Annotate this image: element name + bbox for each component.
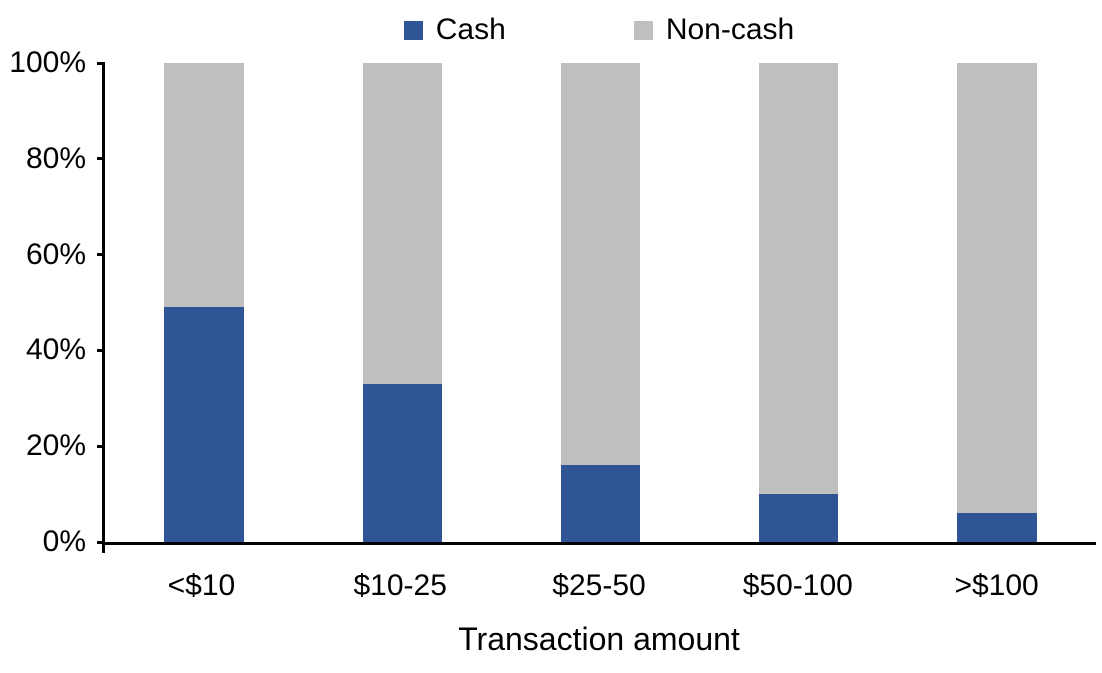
bar-segment-cash--100 [957, 513, 1037, 542]
bar-segment-non-cash--25-50 [560, 63, 641, 466]
y-tick-mark-60 [97, 253, 105, 257]
y-axis-tick-labels: 0% 20% 40% 60% 80% 100% [0, 48, 86, 557]
x-axis-tick-labels: <$10 $10-25 $25-50 $50-100 >$100 [102, 570, 1096, 602]
y-tick-mark-0 [97, 540, 105, 544]
y-tick-mark-80 [97, 157, 105, 161]
legend: Cash Non-cash [102, 13, 1096, 47]
stacked-bar--25-50 [560, 63, 641, 542]
legend-swatch-non-cash [633, 20, 653, 40]
bar-slot--25-50 [501, 63, 699, 542]
x-axis-title: Transaction amount [458, 621, 740, 657]
plot-area [97, 61, 1096, 553]
stacked-bar--10 [164, 63, 244, 542]
bar-slot--10 [105, 63, 303, 542]
bar-slot--50-100 [700, 63, 898, 542]
legend-item-non-cash: Non-cash [633, 13, 795, 47]
x-tick-label--25-50: $25-50 [552, 569, 646, 602]
legend-swatch-cash [403, 20, 423, 40]
stacked-bar--50-100 [759, 63, 839, 542]
x-tick-label--50-100: $50-100 [742, 569, 853, 602]
bar-segment-cash--10 [164, 307, 244, 542]
y-tick-label-40: 40% [25, 333, 86, 367]
legend-label-non-cash: Non-cash [665, 13, 795, 46]
y-tick-label-100: 100% [9, 46, 86, 79]
stacked-bar--100 [957, 63, 1037, 542]
x-tick-label--10-25: $10-25 [353, 569, 447, 602]
bar-segment-non-cash--50-100 [759, 63, 839, 495]
stacked-bar--10-25 [362, 63, 442, 542]
bar-series [105, 63, 1096, 542]
x-tick-label--100: >$100 [954, 569, 1039, 602]
bar-segment-non-cash--10 [164, 63, 244, 308]
bar-segment-cash--50-100 [759, 494, 839, 542]
bar-slot--100 [898, 63, 1096, 542]
y-axis-bottom-tick [102, 545, 105, 553]
y-tick-mark-40 [97, 348, 105, 352]
bar-segment-non-cash--10-25 [362, 63, 442, 384]
y-tick-mark-20 [97, 444, 105, 448]
y-tick-label-0: 0% [42, 525, 86, 558]
bar-slot--10-25 [303, 63, 501, 542]
y-tick-label-60: 60% [25, 237, 86, 271]
x-tick-label--10: <$10 [167, 569, 236, 602]
y-tick-label-80: 80% [25, 141, 86, 175]
bar-segment-cash--25-50 [560, 465, 641, 542]
y-tick-mark-100 [97, 61, 105, 65]
legend-item-cash: Cash [403, 13, 506, 47]
legend-label-cash: Cash [435, 13, 506, 46]
y-tick-label-20: 20% [25, 429, 86, 463]
bar-segment-non-cash--100 [957, 63, 1037, 514]
bar-segment-cash--10-25 [362, 383, 442, 542]
